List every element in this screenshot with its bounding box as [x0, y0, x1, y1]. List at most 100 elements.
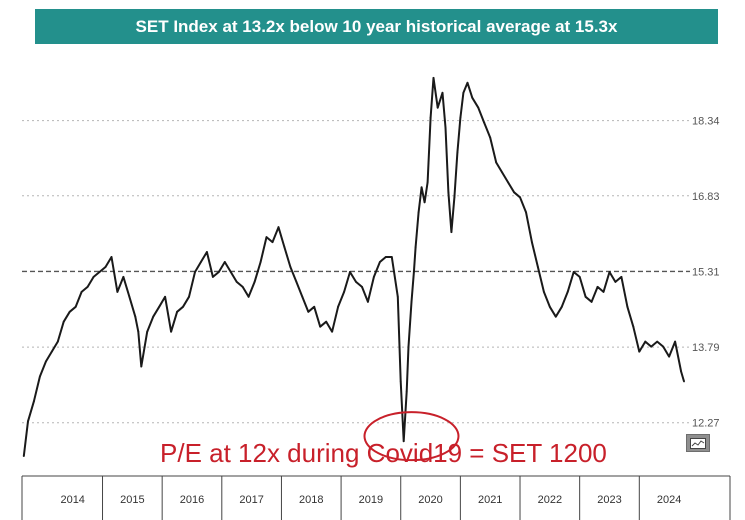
- data-point: [578, 276, 581, 278]
- data-point: [289, 266, 292, 268]
- data-point: [683, 380, 685, 383]
- x-tick-label: 2014: [60, 494, 84, 506]
- y-tick-label: 13.79: [692, 342, 720, 354]
- data-point: [429, 116, 432, 119]
- data-point: [38, 375, 41, 378]
- data-point: [277, 226, 280, 229]
- x-tick-label: 2024: [657, 494, 681, 506]
- data-point: [436, 106, 439, 109]
- data-point: [378, 261, 381, 263]
- data-point: [410, 300, 413, 303]
- data-point: [176, 310, 178, 313]
- data-point: [283, 246, 286, 248]
- data-point: [501, 171, 504, 174]
- data-point: [211, 276, 214, 278]
- data-point: [110, 256, 113, 258]
- x-tick-label: 2020: [418, 494, 442, 506]
- data-point: [56, 340, 59, 343]
- y-tick-label: 15.31: [692, 266, 720, 278]
- x-tick-label: 2021: [478, 494, 502, 506]
- data-point: [462, 91, 465, 94]
- data-point: [372, 276, 375, 278]
- covid-trough-circle: [363, 411, 460, 462]
- data-point: [343, 290, 345, 293]
- data-point: [525, 211, 527, 214]
- data-point: [307, 310, 310, 313]
- data-point: [349, 271, 351, 273]
- data-point: [92, 276, 95, 278]
- data-point: [390, 256, 393, 258]
- data-point: [170, 330, 173, 333]
- data-point: [495, 161, 498, 164]
- data-point: [590, 300, 593, 303]
- data-point: [626, 305, 629, 308]
- data-point: [420, 186, 423, 189]
- chart-type-button[interactable]: [686, 434, 710, 452]
- data-point: [223, 261, 226, 263]
- data-point: [620, 276, 623, 278]
- data-point: [668, 355, 671, 358]
- data-point: [560, 305, 563, 308]
- data-point: [152, 315, 155, 318]
- x-tick-label: 2016: [180, 494, 204, 506]
- data-point: [650, 345, 653, 348]
- data-point: [680, 370, 682, 373]
- data-point: [537, 266, 539, 268]
- data-point: [86, 285, 89, 288]
- data-point: [414, 246, 417, 248]
- data-point: [632, 325, 635, 328]
- x-tick-label: 2015: [120, 494, 144, 506]
- data-point: [426, 181, 429, 184]
- data-point: [584, 295, 587, 298]
- data-point: [513, 191, 515, 194]
- data-point: [98, 271, 101, 273]
- data-point: [271, 241, 274, 243]
- data-point: [295, 281, 298, 283]
- data-point: [367, 300, 369, 303]
- x-tick-label: 2022: [538, 494, 562, 506]
- data-point: [253, 281, 256, 283]
- data-point: [519, 196, 521, 199]
- data-point: [331, 330, 334, 333]
- y-tick-label: 18.34: [692, 116, 720, 128]
- data-point: [405, 390, 408, 393]
- pe-ratio-line: [22, 76, 685, 457]
- data-point: [188, 295, 190, 298]
- data-point: [602, 290, 605, 293]
- data-point: [459, 116, 462, 119]
- data-point: [337, 305, 340, 308]
- data-point: [542, 290, 545, 293]
- data-point: [412, 271, 415, 273]
- data-point: [50, 350, 53, 353]
- data-point: [259, 261, 262, 263]
- data-point: [399, 380, 402, 383]
- y-tick-label: 16.83: [692, 191, 720, 203]
- data-point: [205, 251, 208, 253]
- data-point: [477, 106, 480, 109]
- data-point: [614, 281, 617, 283]
- data-point: [33, 400, 35, 403]
- data-point: [128, 295, 131, 298]
- data-point: [74, 305, 77, 308]
- data-point: [235, 281, 238, 283]
- chart-type-icon: [690, 437, 706, 449]
- data-point: [361, 285, 363, 288]
- data-point: [396, 295, 399, 298]
- data-point: [247, 295, 250, 298]
- data-point: [432, 76, 435, 79]
- data-point: [80, 290, 83, 293]
- data-point: [164, 295, 167, 298]
- data-point: [22, 455, 25, 457]
- x-tick-label: 2023: [597, 494, 621, 506]
- data-point: [68, 310, 71, 313]
- data-point: [596, 285, 599, 288]
- data-point: [548, 305, 551, 308]
- data-point: [483, 121, 486, 124]
- data-point: [200, 261, 202, 263]
- chart-title: SET Index at 13.2x below 10 year histori…: [35, 9, 718, 44]
- data-point: [158, 305, 161, 308]
- data-point: [674, 340, 676, 343]
- data-point: [554, 315, 557, 318]
- data-point: [241, 285, 244, 288]
- data-point: [638, 350, 641, 353]
